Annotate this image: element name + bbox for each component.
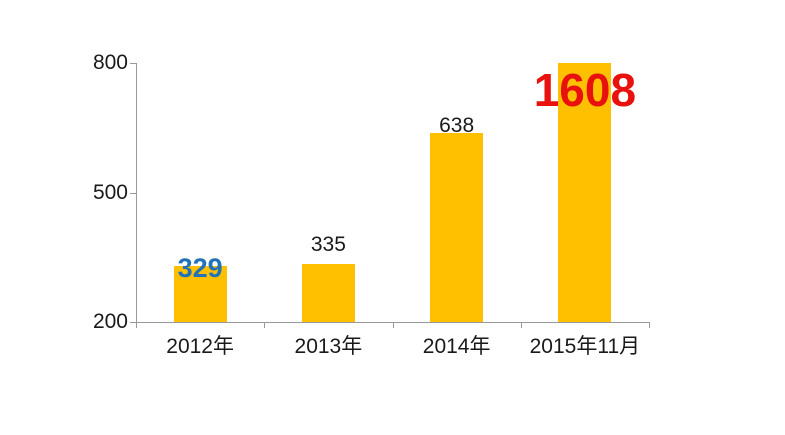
y-tick-800 [130, 63, 136, 64]
value-label-2014: 638 [439, 113, 475, 137]
bar-2013 [301, 263, 355, 322]
y-axis-label-500: 500 [92, 180, 128, 204]
category-label-2014: 2014年 [422, 335, 491, 358]
y-axis-label-800: 800 [92, 51, 128, 74]
category-label-2012: 2012年 [166, 335, 234, 358]
x-tick-3 [521, 322, 522, 328]
x-tick-4 [649, 322, 650, 328]
bar-2012 [173, 266, 227, 322]
value-label-2012: 329 [177, 253, 223, 284]
category-label-2013: 2013年 [294, 335, 363, 358]
y-tick-200 [130, 322, 136, 323]
x-axis-line [130, 322, 649, 323]
y-axis-line [136, 63, 137, 322]
value-label-2015-11: 1608 [533, 64, 637, 116]
x-tick-1 [264, 322, 265, 328]
value-label-2013: 335 [310, 232, 346, 256]
x-tick-2 [393, 322, 394, 328]
bar-2015-11 [558, 63, 612, 322]
y-tick-500 [130, 193, 136, 194]
y-axis-label-200: 200 [92, 310, 128, 333]
bar-2014 [430, 132, 484, 322]
category-label-2015-11: 2015年11月 [529, 335, 641, 358]
x-tick-0 [136, 322, 137, 328]
